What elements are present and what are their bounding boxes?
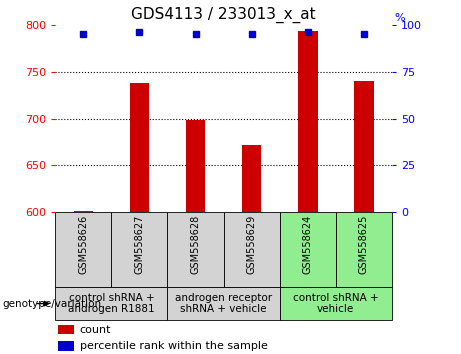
- Text: genotype/variation: genotype/variation: [2, 298, 101, 309]
- Bar: [74, 211, 93, 212]
- Text: GSM558629: GSM558629: [247, 215, 257, 274]
- Text: GSM558624: GSM558624: [303, 215, 313, 274]
- Bar: [58, 325, 74, 335]
- Text: percentile rank within the sample: percentile rank within the sample: [80, 341, 267, 351]
- Bar: [242, 145, 261, 212]
- Text: GSM558626: GSM558626: [78, 215, 89, 274]
- Bar: [224, 212, 280, 287]
- Bar: [186, 120, 205, 212]
- Bar: [298, 32, 318, 212]
- Text: count: count: [80, 325, 111, 335]
- Bar: [354, 81, 373, 212]
- Title: GDS4113 / 233013_x_at: GDS4113 / 233013_x_at: [131, 7, 316, 23]
- Bar: [55, 287, 167, 320]
- Bar: [58, 341, 74, 350]
- Bar: [336, 212, 392, 287]
- Text: control shRNA +
vehicle: control shRNA + vehicle: [293, 293, 378, 314]
- Text: GSM558627: GSM558627: [135, 215, 144, 274]
- Text: GSM558628: GSM558628: [190, 215, 201, 274]
- Bar: [280, 212, 336, 287]
- Bar: [167, 212, 224, 287]
- Text: GSM558625: GSM558625: [359, 215, 369, 274]
- Bar: [280, 287, 392, 320]
- Bar: [112, 212, 167, 287]
- Text: %: %: [394, 13, 405, 23]
- Bar: [167, 287, 280, 320]
- Bar: [130, 83, 149, 212]
- Text: androgen receptor
shRNA + vehicle: androgen receptor shRNA + vehicle: [175, 293, 272, 314]
- Bar: [55, 212, 112, 287]
- Text: control shRNA +
androgen R1881: control shRNA + androgen R1881: [68, 293, 155, 314]
